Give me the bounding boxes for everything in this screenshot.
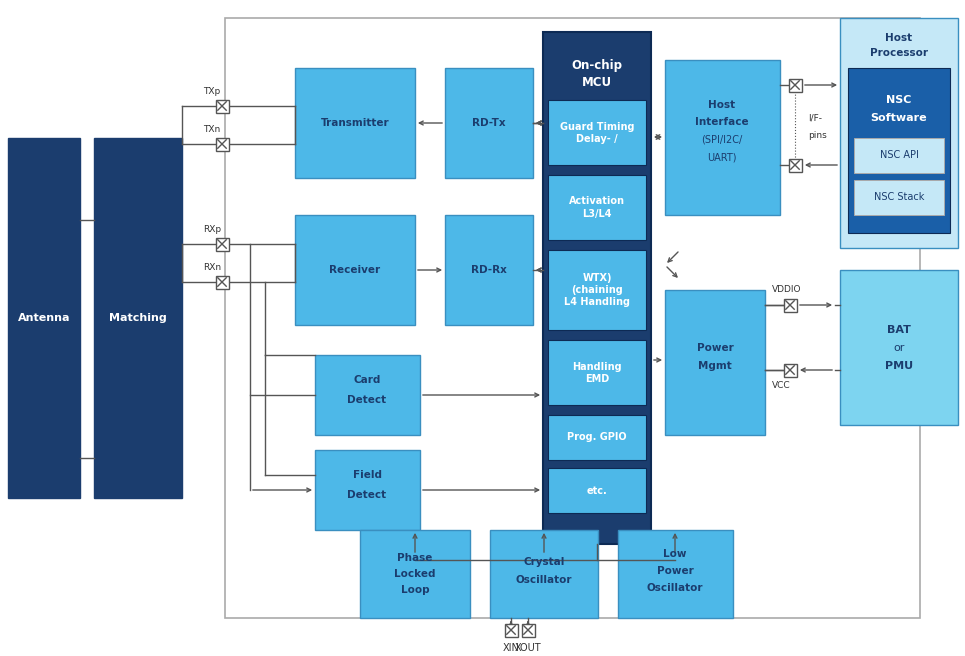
Bar: [840, 270, 958, 425]
Text: Loop: Loop: [400, 585, 429, 595]
Text: pins: pins: [808, 131, 827, 140]
Bar: [295, 215, 415, 325]
Text: UART): UART): [707, 152, 736, 162]
Bar: [295, 68, 415, 178]
Bar: [840, 18, 958, 248]
Text: Software: Software: [870, 113, 927, 123]
Text: Prog. GPIO: Prog. GPIO: [567, 432, 627, 443]
Text: Oscillator: Oscillator: [647, 583, 703, 593]
Text: Field: Field: [352, 470, 381, 480]
Text: XOUT: XOUT: [514, 643, 541, 653]
Text: Detect: Detect: [347, 490, 387, 500]
Bar: [548, 250, 646, 330]
Text: Interface: Interface: [695, 117, 749, 127]
Bar: [665, 290, 765, 435]
Text: NSC Stack: NSC Stack: [874, 192, 924, 202]
Bar: [784, 298, 796, 312]
Bar: [548, 340, 646, 405]
Bar: [225, 18, 920, 618]
Text: VDDIO: VDDIO: [772, 285, 802, 295]
Bar: [505, 623, 517, 636]
Text: Transmitter: Transmitter: [320, 118, 389, 128]
Bar: [360, 530, 470, 618]
Bar: [445, 68, 533, 178]
Bar: [788, 79, 802, 91]
Text: NSC: NSC: [886, 95, 912, 105]
Text: Power: Power: [656, 566, 694, 576]
Text: WTX): WTX): [582, 273, 612, 283]
Bar: [490, 530, 598, 618]
Bar: [315, 355, 420, 435]
Bar: [618, 530, 733, 618]
Text: L4 Handling: L4 Handling: [564, 297, 630, 307]
Text: Host: Host: [708, 100, 735, 110]
Text: BAT: BAT: [887, 325, 911, 335]
Text: or: or: [894, 343, 905, 353]
Bar: [784, 363, 796, 377]
Text: Handling: Handling: [572, 361, 621, 371]
Text: Oscillator: Oscillator: [515, 575, 572, 585]
Text: Mgmt: Mgmt: [698, 361, 731, 371]
Text: Receiver: Receiver: [329, 265, 380, 275]
Bar: [548, 175, 646, 240]
Text: Crystal: Crystal: [523, 557, 565, 567]
Text: TXp: TXp: [203, 87, 220, 96]
Text: etc.: etc.: [587, 485, 607, 495]
Text: MCU: MCU: [582, 77, 612, 89]
Text: Processor: Processor: [870, 48, 928, 58]
Bar: [445, 215, 533, 325]
Text: Host: Host: [886, 33, 913, 43]
Bar: [548, 415, 646, 460]
Text: EMD: EMD: [585, 373, 609, 384]
Text: (SPI/I2C/: (SPI/I2C/: [702, 135, 743, 145]
Text: Card: Card: [353, 375, 380, 385]
Text: Power: Power: [697, 343, 733, 353]
Bar: [543, 32, 651, 544]
Bar: [848, 68, 950, 233]
Bar: [521, 623, 535, 636]
Bar: [215, 100, 229, 112]
Bar: [854, 138, 944, 173]
Text: Phase: Phase: [398, 553, 432, 563]
Text: Low: Low: [663, 549, 687, 559]
Text: RD-Tx: RD-Tx: [472, 118, 506, 128]
Text: VCC: VCC: [772, 380, 790, 390]
Text: RXp: RXp: [203, 226, 221, 234]
Text: PMU: PMU: [885, 361, 913, 371]
Bar: [215, 237, 229, 251]
Bar: [665, 60, 780, 215]
Text: Matching: Matching: [109, 313, 167, 323]
Text: XIN: XIN: [503, 643, 519, 653]
Text: (chaining: (chaining: [571, 285, 622, 295]
Text: I/F-: I/F-: [808, 113, 822, 123]
Bar: [548, 100, 646, 165]
Text: L3/L4: L3/L4: [582, 209, 612, 218]
Bar: [788, 159, 802, 171]
Text: RXn: RXn: [203, 264, 221, 272]
Text: RD-Rx: RD-Rx: [471, 265, 507, 275]
Bar: [315, 450, 420, 530]
Text: Locked: Locked: [395, 569, 436, 579]
Text: On-chip: On-chip: [571, 58, 622, 72]
Bar: [854, 180, 944, 215]
Bar: [215, 138, 229, 150]
Bar: [8, 138, 80, 498]
Text: Antenna: Antenna: [17, 313, 70, 323]
Text: Activation: Activation: [569, 197, 625, 207]
Text: Delay- /: Delay- /: [576, 134, 618, 144]
Text: NSC API: NSC API: [879, 150, 919, 160]
Bar: [94, 138, 182, 498]
Text: Guard Timing: Guard Timing: [560, 121, 634, 131]
Text: TXn: TXn: [203, 125, 220, 134]
Bar: [548, 468, 646, 513]
Bar: [215, 276, 229, 289]
Text: Detect: Detect: [347, 395, 387, 405]
